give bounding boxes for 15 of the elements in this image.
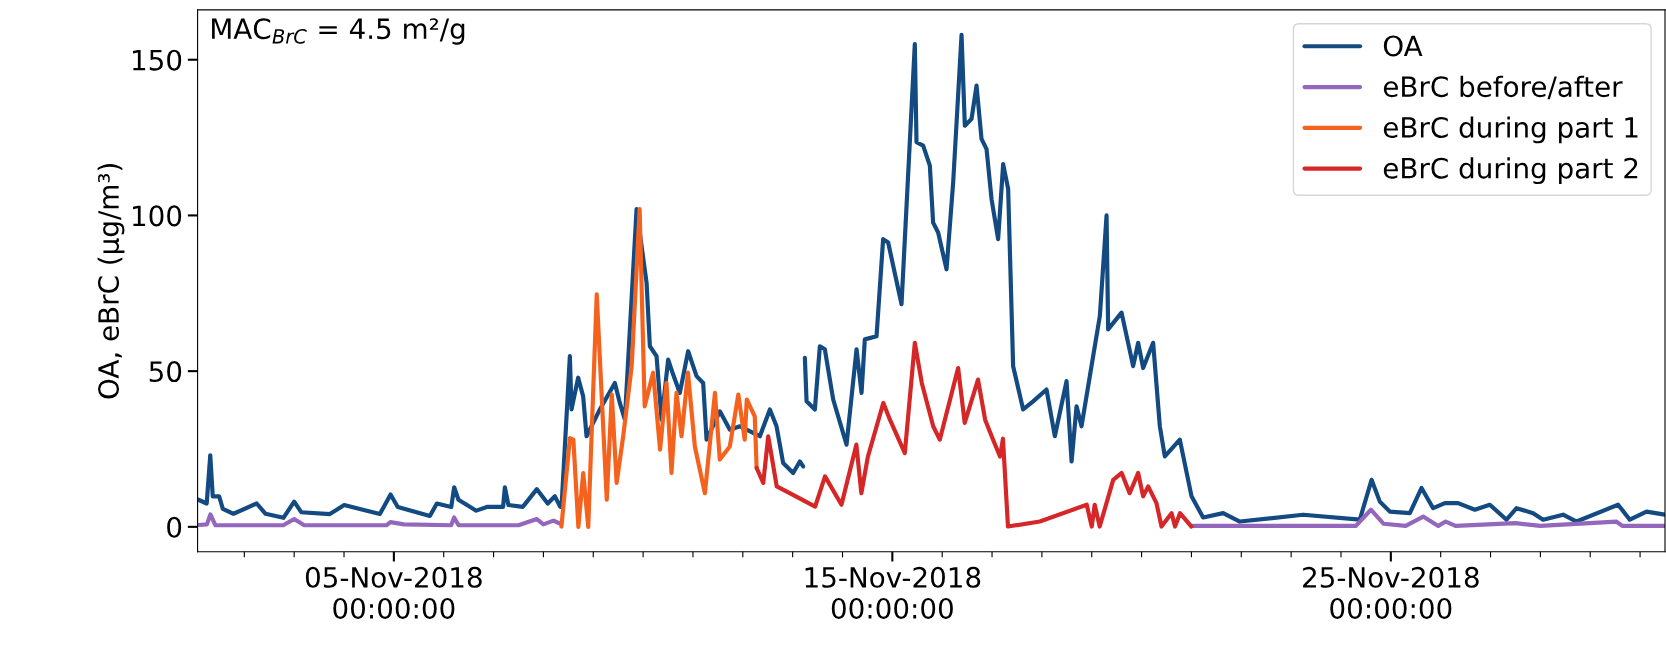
y-tick-label: 150 bbox=[133, 49, 182, 71]
x-tick-label: 05-Nov-2018 00:00:00 bbox=[305, 566, 482, 619]
line-series bbox=[754, 340, 1194, 529]
legend-label: OA bbox=[1383, 35, 1423, 57]
legend-label: eBrC during part 1 bbox=[1383, 116, 1638, 144]
legend-label: eBrC before/after bbox=[1383, 75, 1623, 100]
y-tick-label: 100 bbox=[133, 205, 182, 227]
legend-label: eBrC during part 2 bbox=[1383, 157, 1638, 185]
x-tick-label: 15-Nov-2018 00:00:00 bbox=[805, 566, 981, 619]
line-series bbox=[559, 207, 759, 529]
y-axis-title: OA, eBrC (µg/m³) bbox=[97, 164, 125, 399]
y-tick-label: 0 bbox=[167, 516, 182, 538]
y-tick-label: 50 bbox=[149, 361, 182, 383]
annotation: MAC$_{BrC}$ = 4.5 m²/g bbox=[212, 18, 465, 45]
x-tick-label: 25-Nov-2018 00:00:00 bbox=[1303, 566, 1479, 619]
